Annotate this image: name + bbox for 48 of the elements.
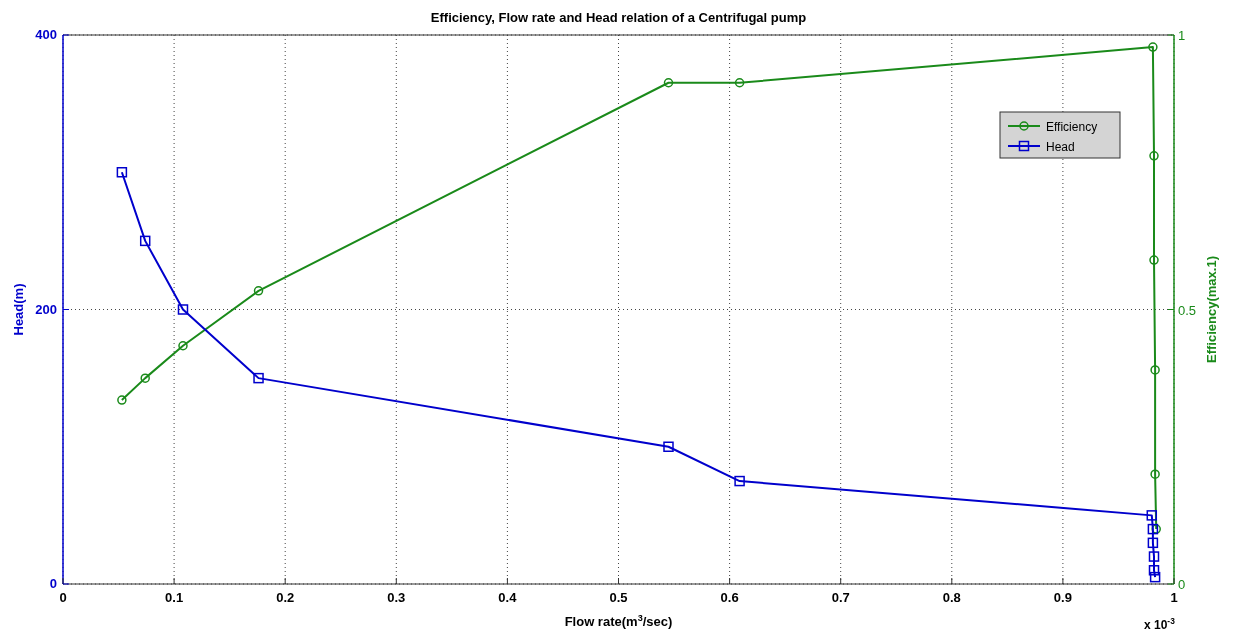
y-tick-label: 0 <box>49 576 57 591</box>
y2-axis-title: Efficiency(max.1) <box>1204 256 1219 363</box>
x-tick-label: 0.8 <box>942 590 961 605</box>
legend-label: Head <box>1046 140 1075 154</box>
y-tick-label: 200 <box>35 301 57 317</box>
point <box>116 167 128 178</box>
y2-tick-label: 0 <box>1178 577 1186 592</box>
point <box>734 475 745 487</box>
point <box>1146 510 1158 521</box>
x-tick-label: 0.5 <box>609 590 628 605</box>
point <box>139 235 151 247</box>
point <box>1149 151 1159 161</box>
point <box>253 286 264 296</box>
x-tick-label: 0.1 <box>165 590 184 605</box>
x-tick-label: 0.2 <box>276 590 295 605</box>
point <box>1149 255 1159 265</box>
point <box>1147 537 1159 549</box>
point <box>1148 565 1160 576</box>
point <box>663 441 674 452</box>
x-tick-label: 0 <box>59 590 67 605</box>
y2-tick-label: 1 <box>1178 28 1186 43</box>
point <box>178 340 188 351</box>
chart-title: Efficiency, Flow rate and Head relation of a Centrifugal pump <box>430 10 807 25</box>
y-axis-title: Head(m) <box>11 283 26 336</box>
point <box>1147 523 1159 535</box>
y2-tick-label: 0.5 <box>1178 302 1197 318</box>
point <box>117 395 127 405</box>
point <box>177 304 189 315</box>
x-tick-label: 0.7 <box>831 590 850 605</box>
x-tick-label: 0.3 <box>387 590 406 605</box>
point <box>1150 469 1160 479</box>
point <box>1148 551 1160 562</box>
point <box>140 373 150 383</box>
x-tick-label: 0.9 <box>1053 590 1072 605</box>
x-axis-title: Flow rate(m$^{3}$/sec) <box>564 613 673 629</box>
point <box>1148 42 1158 52</box>
point <box>1150 365 1160 375</box>
point <box>734 78 745 88</box>
point <box>1149 571 1161 583</box>
text: x 10$^{-3}$ <box>1144 616 1176 632</box>
point <box>253 372 264 384</box>
point <box>1151 524 1161 534</box>
y-tick-label: 400 <box>35 27 57 42</box>
x-tick-label: 0.4 <box>498 590 518 605</box>
x-tick-label: 0.6 <box>720 590 739 605</box>
legend-label: Efficiency <box>1046 120 1098 134</box>
point <box>663 78 674 88</box>
x-tick-label: 1 <box>1170 590 1178 605</box>
